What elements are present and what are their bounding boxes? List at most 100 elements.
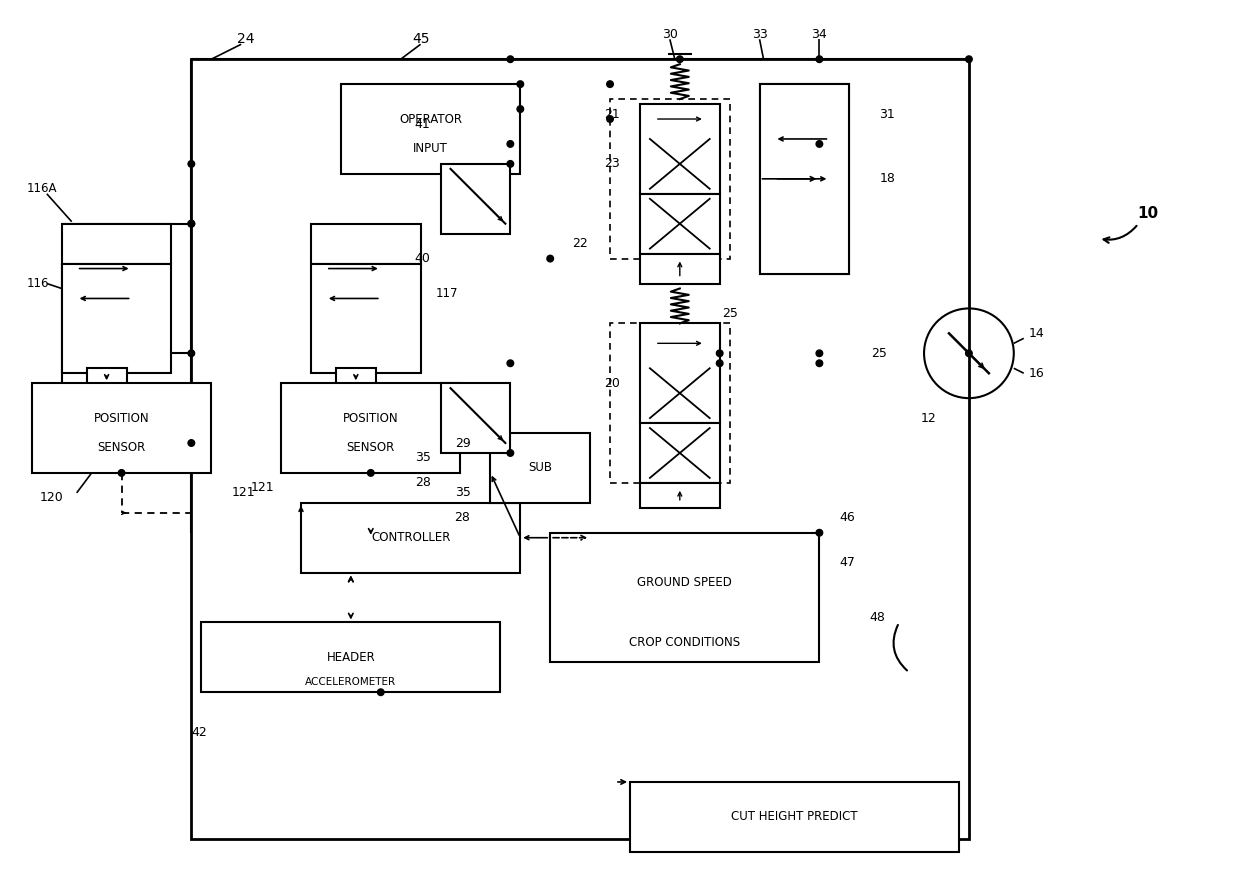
Bar [62,223,171,263]
Circle shape [816,360,822,366]
Bar [490,433,590,503]
Text: 16: 16 [1029,367,1044,380]
Circle shape [188,221,195,227]
Text: 33: 33 [751,28,768,41]
Text: POSITION: POSITION [343,412,398,424]
Text: 47: 47 [839,556,856,569]
Circle shape [966,56,972,63]
Text: 28: 28 [414,476,430,489]
Circle shape [717,350,723,356]
Bar [201,622,501,692]
Circle shape [517,81,523,88]
Text: CROP CONDITIONS: CROP CONDITIONS [629,636,740,649]
Bar [191,59,968,839]
Circle shape [377,689,384,696]
Bar [62,263,171,373]
Bar [311,263,420,373]
Circle shape [547,255,553,262]
Circle shape [606,116,614,122]
Text: HEADER: HEADER [326,651,376,663]
Text: 20: 20 [604,377,620,389]
Circle shape [507,450,513,456]
Circle shape [816,350,822,356]
Circle shape [677,56,683,63]
Text: 117: 117 [435,287,458,300]
Text: CONTROLLER: CONTROLLER [371,531,450,544]
Text: 121: 121 [231,487,255,499]
Text: 21: 21 [604,107,620,121]
Bar [640,254,719,283]
Bar [32,383,211,473]
Circle shape [507,360,513,366]
Text: 28: 28 [455,512,470,524]
Text: 41: 41 [415,118,430,130]
Text: 45: 45 [412,32,429,46]
Text: OPERATOR: OPERATOR [399,113,463,126]
Circle shape [118,470,125,476]
Text: ACCELEROMETER: ACCELEROMETER [305,677,397,688]
Text: 116: 116 [27,277,50,290]
Circle shape [367,470,374,476]
Text: 29: 29 [455,437,470,449]
Text: 31: 31 [879,107,895,121]
Circle shape [507,161,513,167]
Circle shape [507,56,513,63]
Bar [336,368,376,423]
Text: 10: 10 [1138,206,1159,221]
Bar [640,104,719,194]
Bar [301,503,521,572]
Text: 22: 22 [572,238,588,250]
Text: POSITION: POSITION [94,412,149,424]
Circle shape [517,105,523,113]
Text: 25: 25 [722,307,738,320]
Bar [440,164,511,234]
Text: 25: 25 [872,346,887,360]
Bar [87,368,126,423]
Text: SENSOR: SENSOR [347,441,394,455]
Text: 116A: 116A [27,182,57,196]
Text: 30: 30 [662,28,678,41]
Bar [640,194,719,254]
Text: 18: 18 [879,172,895,186]
Circle shape [507,141,513,147]
Text: 40: 40 [414,252,430,265]
Bar [551,533,820,663]
Text: 35: 35 [455,487,470,499]
Bar [760,84,849,273]
Circle shape [188,161,195,167]
Bar [760,84,849,273]
Text: 46: 46 [839,512,856,524]
Text: SUB: SUB [528,462,552,474]
Bar [341,84,521,174]
Text: GROUND SPEED: GROUND SPEED [637,576,733,589]
Text: 35: 35 [414,452,430,464]
Text: 42: 42 [191,726,207,739]
Bar [610,323,729,483]
Text: 121: 121 [252,481,275,495]
Bar [640,323,719,423]
Text: 23: 23 [604,157,620,171]
Circle shape [717,360,723,366]
Text: INPUT: INPUT [413,142,448,155]
Circle shape [816,141,822,147]
Text: 12: 12 [921,412,937,424]
Circle shape [188,350,195,356]
Bar [311,223,420,263]
Bar [640,423,719,483]
Circle shape [188,221,195,227]
Text: 120: 120 [40,491,63,505]
Bar [610,99,729,259]
Bar [440,383,511,453]
Circle shape [966,350,972,356]
Text: SENSOR: SENSOR [98,441,145,455]
Text: CUT HEIGHT PREDICT: CUT HEIGHT PREDICT [732,810,858,823]
Bar [640,483,719,508]
Text: 14: 14 [1029,327,1044,340]
Bar [630,782,959,852]
Circle shape [188,439,195,446]
Circle shape [606,81,614,88]
Text: 48: 48 [869,611,885,624]
Circle shape [816,530,822,536]
Bar [281,383,460,473]
Text: 24: 24 [237,32,255,46]
